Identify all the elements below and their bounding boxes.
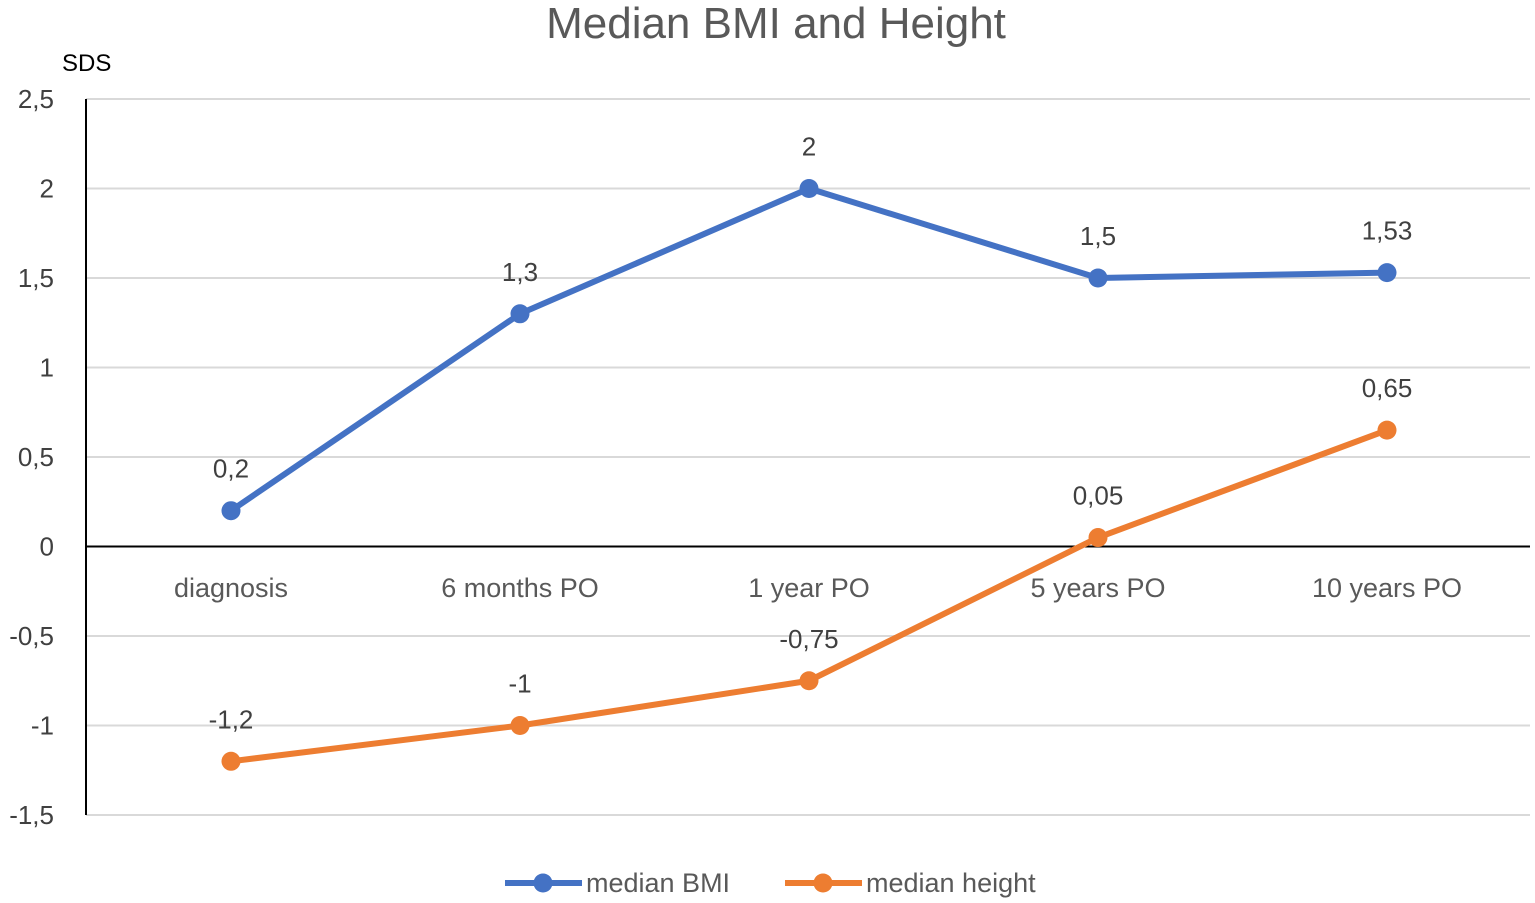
series-0: 0,2 1,3 2 1,5 1,53 [213,132,1412,521]
series-1: -1,2 -1 -0,75 0,05 0,65 [209,373,1413,771]
y-tick-label: 2,5 [18,84,54,114]
y-tick-label: 2 [40,174,54,204]
series-line [229,185,1388,514]
data-point [1377,420,1397,440]
legend-label: median height [866,868,1036,898]
data-label: -1 [508,669,531,699]
chart-title: Median BMI and Height [546,0,1006,48]
series-group: 0,2 1,3 2 1,5 1,53 -1,2 -1 -0,75 0,05 0,65 [209,132,1413,771]
data-point [799,671,819,691]
y-tick-label: -0,5 [9,621,54,651]
data-label: 1,5 [1080,221,1116,251]
data-point [799,179,819,198]
y-tick-label: -1 [31,711,54,741]
y-axis-ticks: 2,5 2 1,5 1 0,5 0 -0,5 -1 -1,5 [9,84,54,830]
x-tick-label: 6 months PO [441,573,599,603]
y-axis-unit-label: SDS [62,50,111,77]
data-label: -0,75 [779,624,838,654]
gridlines [86,98,1530,816]
legend-item: median BMI [505,868,730,898]
legend-marker [533,873,553,893]
legend-item: median height [785,868,1036,898]
y-tick-label: 1 [40,353,54,383]
legend: median BMI median height [505,868,1036,898]
x-axis-ticks: diagnosis 6 months PO 1 year PO 5 years PO 1… [174,573,1462,603]
data-label: 1,3 [502,257,538,287]
data-point [1088,528,1108,548]
data-label: 1,53 [1362,216,1413,246]
x-tick-label: diagnosis [174,573,288,603]
data-label: 2 [802,132,816,162]
y-tick-label: 0 [40,532,54,562]
x-tick-label: 1 year PO [748,573,870,603]
data-point [510,716,530,735]
data-label: 0,2 [213,454,249,484]
data-point [221,501,241,521]
legend-label: median BMI [586,868,730,898]
y-tick-label: 1,5 [18,263,54,293]
data-point [1377,263,1397,283]
x-tick-label: 10 years PO [1312,573,1462,603]
data-point [221,751,241,771]
legend-marker [813,873,833,893]
data-point [510,304,530,324]
y-tick-label: -1,5 [9,800,54,830]
data-label: 0,65 [1362,373,1413,403]
data-point [1088,268,1108,288]
data-label: -1,2 [209,704,254,734]
y-tick-label: 0,5 [18,442,54,472]
x-tick-label: 5 years PO [1030,573,1165,603]
data-label: 0,05 [1073,481,1124,511]
